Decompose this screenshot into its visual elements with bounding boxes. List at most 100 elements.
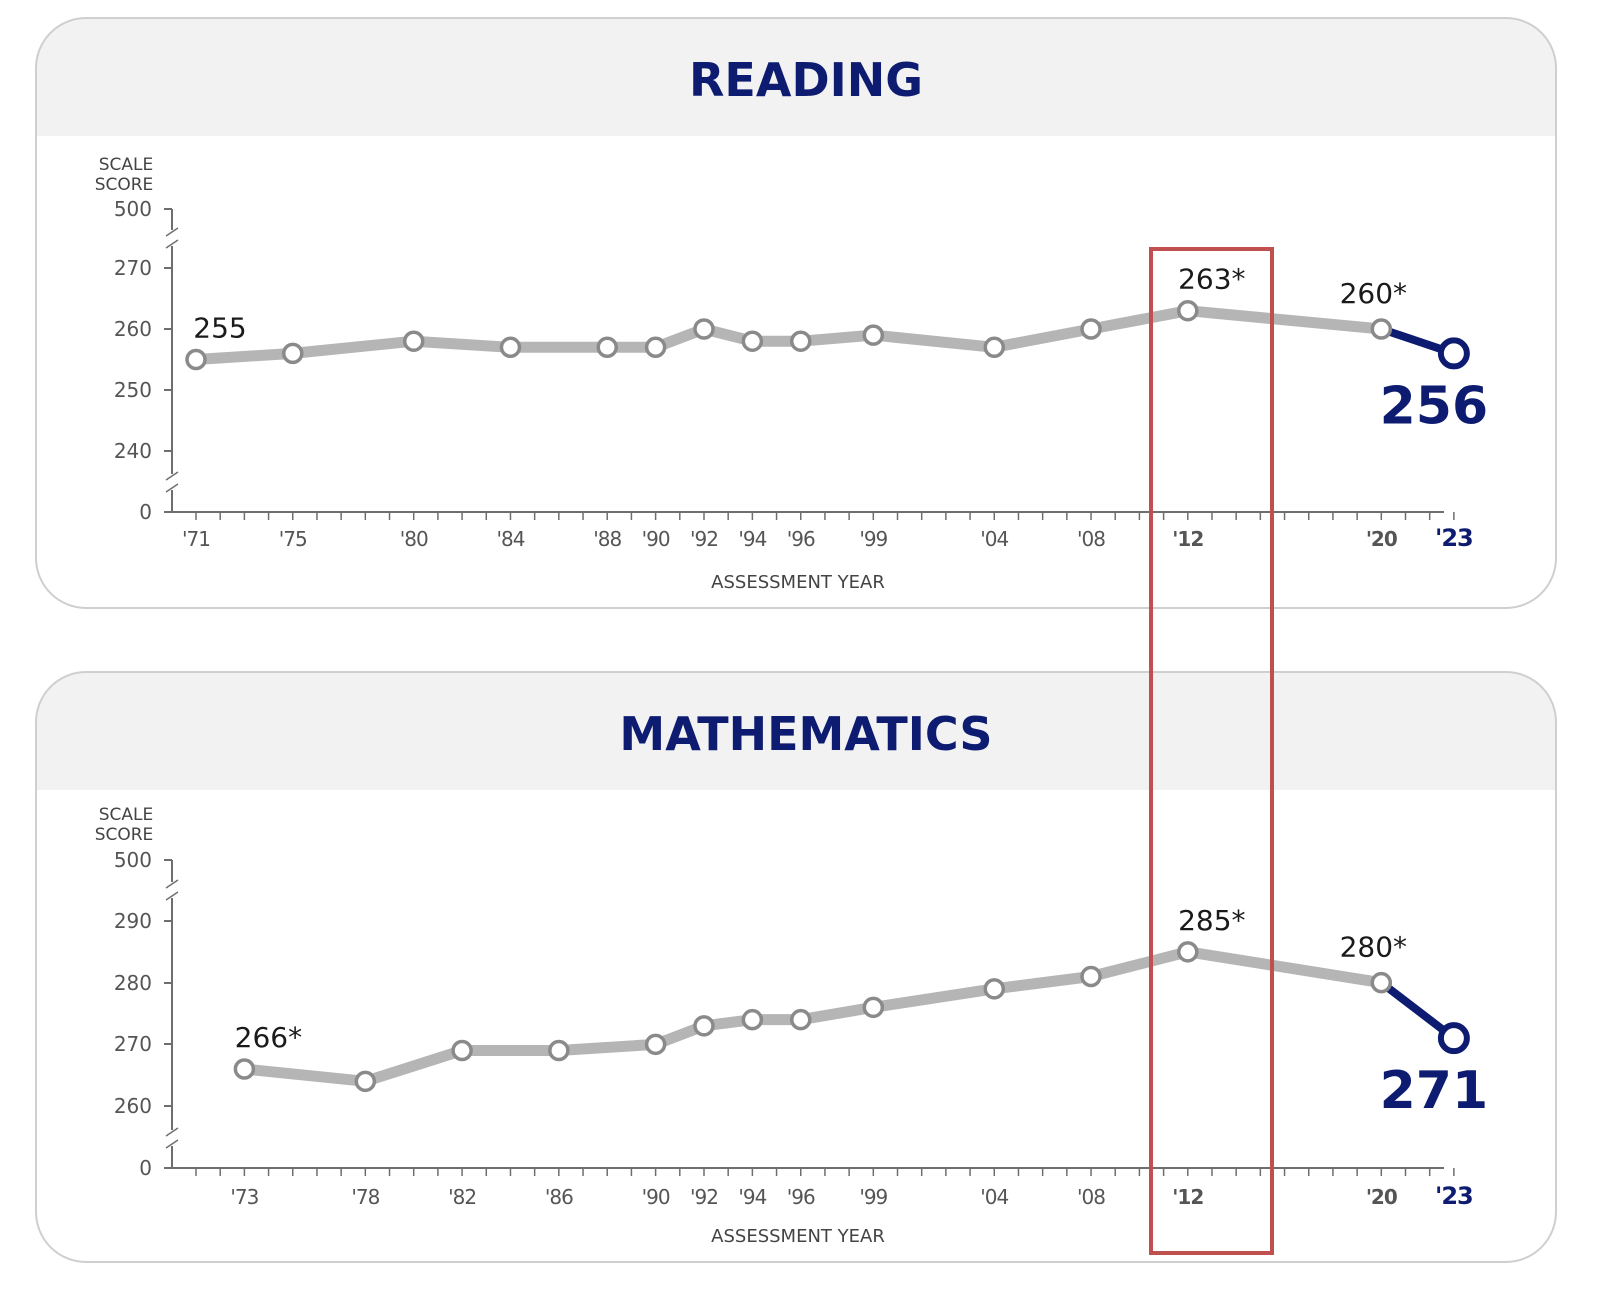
x-tick-label: '20 (1366, 1185, 1397, 1209)
axis-break-mark (165, 471, 179, 481)
y-tick-label: 0 (139, 1156, 152, 1180)
panel-background (36, 672, 1556, 1262)
data-point (1177, 941, 1199, 963)
x-tick-label: '94 (738, 1185, 766, 1209)
x-axis-title: ASSESSMENT YEAR (711, 1226, 885, 1247)
x-tick-label: '04 (980, 1185, 1008, 1209)
axis-break-mark (165, 891, 179, 901)
chart-title: READING (689, 53, 923, 107)
x-tick-label: '75 (279, 527, 307, 551)
x-tick-label: '82 (448, 1185, 476, 1209)
data-point (644, 336, 667, 359)
x-tick-label: '92 (690, 1185, 718, 1209)
x-tick-label: '99 (859, 1185, 887, 1209)
y-tick-label: 500 (114, 848, 152, 872)
data-point (596, 336, 618, 359)
highlight-box-2012 (1149, 247, 1274, 1255)
x-tick-label: '90 (642, 527, 670, 551)
panel-border (35, 17, 1557, 609)
panel-border (35, 671, 1557, 1263)
axis-break-mark (165, 879, 179, 889)
data-point (1080, 318, 1102, 340)
data-point (499, 336, 522, 359)
y-axis-title-line: SCORE (95, 825, 154, 845)
data-point (983, 978, 1006, 1000)
y-tick-label: 270 (114, 1032, 152, 1056)
data-point (790, 330, 812, 352)
data-point (862, 996, 885, 1019)
panel-background (36, 18, 1556, 608)
x-tick-label: '12 (1172, 1185, 1203, 1209)
data-point (354, 1070, 377, 1093)
x-tick-label: '86 (545, 1185, 573, 1209)
x-tick-label: '78 (351, 1185, 379, 1209)
axis-break-mark (165, 1127, 179, 1137)
data-label: 263* (1178, 263, 1245, 296)
y-tick-label: 290 (114, 909, 152, 933)
y-tick-label: 240 (114, 439, 152, 463)
x-tick-label: '73 (230, 1185, 258, 1209)
axis-break-mark (165, 227, 179, 237)
y-axis-title-line: SCALE (99, 155, 154, 175)
y-tick-label: 0 (139, 500, 152, 524)
data-point (282, 342, 304, 365)
x-tick-label: '92 (690, 527, 718, 551)
data-label: 255 (193, 312, 246, 345)
axis-break-mark (165, 1139, 179, 1149)
x-tick-label: '90 (642, 1185, 670, 1209)
x-tick-label: '80 (400, 527, 428, 551)
x-tick-label: '84 (496, 527, 524, 551)
series-line (190, 305, 1387, 365)
axis-break-mark (165, 239, 179, 249)
y-tick-label: 250 (114, 378, 152, 402)
data-label: 285* (1178, 904, 1245, 937)
x-tick-label: '94 (738, 527, 766, 551)
x-tick-label: '23 (1435, 1182, 1473, 1210)
x-tick-label: '08 (1077, 1185, 1105, 1209)
latest-value-label: 256 (1380, 376, 1489, 436)
x-tick-label: '71 (182, 527, 210, 551)
axis-break-mark (165, 483, 179, 493)
data-label: 280* (1340, 931, 1407, 964)
data-point (741, 1008, 764, 1031)
y-tick-label: 500 (114, 197, 152, 221)
data-point (185, 348, 207, 371)
panel-header (36, 18, 1556, 136)
y-axis-title-line: SCALE (99, 805, 154, 825)
x-tick-label: '99 (859, 527, 887, 551)
x-axis-title: ASSESSMENT YEAR (711, 572, 885, 593)
x-tick-label: '96 (787, 1185, 815, 1209)
x-tick-label: '04 (980, 527, 1008, 551)
data-point (451, 1039, 473, 1062)
data-point (1177, 299, 1199, 322)
x-tick-label: '08 (1077, 527, 1105, 551)
data-point (862, 324, 885, 346)
data-point (693, 318, 715, 340)
x-tick-label: '12 (1172, 527, 1203, 551)
data-point (1370, 971, 1393, 994)
data-point (1080, 965, 1102, 988)
x-tick-label: '88 (593, 527, 621, 551)
latest-value-label: 271 (1380, 1061, 1489, 1121)
panel-header (36, 672, 1556, 790)
x-tick-label: '20 (1366, 527, 1397, 551)
data-point (983, 336, 1006, 359)
data-point (548, 1039, 570, 1062)
y-tick-label: 270 (114, 256, 152, 280)
latest-data-point (1437, 1022, 1470, 1055)
data-point (1370, 318, 1393, 340)
data-point (233, 1058, 256, 1080)
data-point (790, 1008, 812, 1031)
data-point (693, 1015, 715, 1037)
y-axis-title-line: SCORE (95, 175, 154, 195)
x-tick-label: '23 (1435, 524, 1473, 552)
latest-data-point (1437, 337, 1470, 370)
y-tick-label: 260 (114, 317, 152, 341)
data-point (402, 330, 425, 352)
y-tick-label: 280 (114, 971, 152, 995)
x-tick-label: '96 (787, 527, 815, 551)
data-point (741, 330, 764, 352)
